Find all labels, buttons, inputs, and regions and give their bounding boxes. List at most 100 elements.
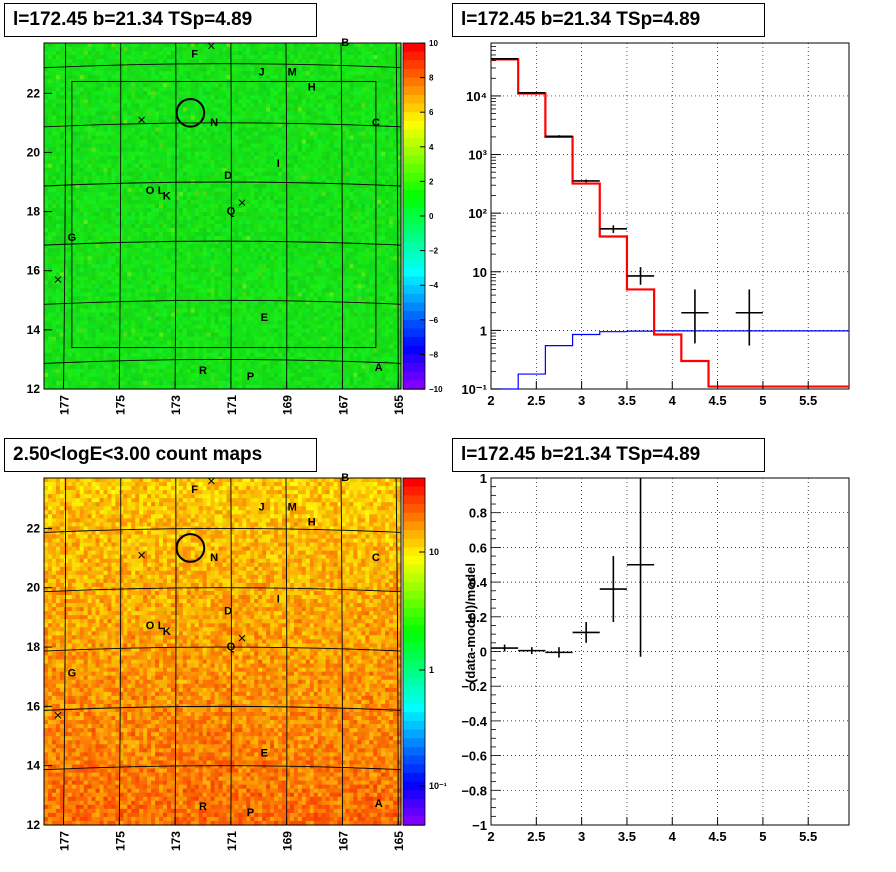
y-tick-label: −0.4 (461, 714, 487, 729)
y-tick-label: 16 (27, 264, 41, 278)
colorbar: 10 1 10⁻¹ (402, 477, 447, 826)
y-tick-label: 20 (27, 145, 41, 159)
source-label: P (247, 807, 254, 819)
map-frame (43, 42, 402, 390)
grid-latitude-line (43, 646, 402, 652)
x-tick-label: 167 (336, 831, 350, 851)
grid-longitude-line (340, 477, 343, 826)
colorbar-tick-label: 4 (429, 143, 434, 152)
y-tick-label: 22 (27, 86, 41, 100)
colorbar-tick-label: 1 (429, 665, 434, 675)
cross-marker (207, 42, 215, 50)
source-label: O (146, 185, 155, 197)
y-tick-label: 1 (480, 471, 487, 486)
y-tick-label: 12 (27, 818, 41, 832)
heatmap-pixels (44, 478, 402, 826)
x-tick-label: 169 (281, 395, 295, 415)
x-tick-label: 169 (281, 831, 295, 851)
spectrum-panel: 2 2.5 3 3.5 4 4.5 5 5.5 10⁻¹ 1 10 10² 10³ 10⁴ (461, 42, 850, 408)
y-tick-label: 18 (27, 205, 41, 219)
grid-latitude-line (43, 122, 402, 128)
x-tick-label: 4 (669, 829, 677, 844)
spectrum-title: l=172.45 b=21.34 TSp=4.89 (452, 3, 765, 37)
grid-latitude-line (43, 299, 402, 305)
colorbar-tick-label: 6 (429, 108, 434, 117)
y-tick-label: 10³ (468, 148, 487, 163)
y-tick-label: 10⁴ (466, 89, 487, 104)
residual-panel: 2 2.5 3 3.5 4 4.5 5 5.5 1 0.8 0.6 0.4 0.2 0 −0.2 −0.4 −0… (461, 471, 850, 844)
grid-latitude-line (43, 527, 402, 533)
grid-latitude-line (43, 240, 402, 246)
colorbar-tick-label: −4 (429, 281, 439, 290)
grid-latitude-line (43, 587, 402, 593)
y-tick-label: 14 (27, 759, 41, 773)
source-label: I (277, 594, 280, 606)
x-tick-label: 5 (759, 829, 766, 844)
x-tick-label: 3 (578, 393, 585, 408)
grid-longitude-line (340, 42, 343, 390)
grid-longitude-line (63, 477, 67, 826)
grid-latitude-line (43, 358, 402, 364)
y-tick-label: 16 (27, 699, 41, 713)
y-tick-label: 10² (468, 206, 487, 221)
source-label: B (341, 37, 349, 49)
source-label: C (372, 552, 380, 564)
grid-longitude-line (285, 42, 288, 390)
source-model-line (491, 330, 849, 390)
colorbar-tick-label: 0 (429, 212, 434, 221)
x-tick-label: 177 (58, 831, 72, 851)
x-tick-label: 2.5 (527, 393, 545, 408)
colorbar-tick-label: 2 (429, 177, 434, 186)
x-tick-label: 4.5 (709, 829, 727, 844)
colorbar-tick-label: 10⁻¹ (429, 781, 447, 791)
x-tick-label: 5.5 (799, 829, 817, 844)
source-label: G (68, 668, 77, 680)
source-label: R (199, 365, 207, 377)
map1-title: l=172.45 b=21.34 TSp=4.89 (4, 3, 317, 37)
heatmap-pixels (44, 43, 402, 390)
x-tick-label: 171 (225, 395, 239, 415)
roi-box (71, 80, 377, 349)
cross-marker (138, 116, 145, 124)
y-tick-label: 10⁻¹ (461, 382, 487, 397)
source-label: A (375, 362, 383, 374)
y-tick-label: −0.6 (461, 749, 487, 764)
x-tick-label: 173 (169, 395, 183, 415)
cross-marker (138, 551, 145, 559)
y-tick-label: 22 (27, 521, 41, 535)
x-tick-label: 165 (392, 831, 406, 851)
source-label: J (258, 502, 264, 514)
source-label: Q (227, 205, 236, 217)
cross-marker (238, 634, 246, 642)
cross-marker (207, 477, 215, 485)
grid-longitude-line (230, 477, 232, 826)
source-label: M (288, 502, 297, 514)
source-label: A (375, 798, 383, 810)
source-label: N (210, 117, 218, 129)
x-tick-label: 165 (392, 395, 406, 415)
source-label: D (224, 605, 232, 617)
source-label: H (308, 516, 316, 528)
source-label: F (191, 484, 198, 496)
source-label: D (224, 170, 232, 182)
y-tick-label: 0.4 (469, 575, 488, 590)
y-tick-label: 0.2 (469, 610, 487, 625)
colorbar-tick-label: −6 (429, 316, 439, 325)
y-tick-label: 0 (480, 645, 487, 660)
source-label: L (158, 185, 165, 197)
x-tick-label: 5 (759, 393, 766, 408)
source-label: P (247, 371, 254, 383)
source-label: C (372, 117, 380, 129)
source-label: K (163, 626, 171, 638)
source-label: E (261, 748, 268, 760)
grid-longitude-line (63, 42, 67, 390)
x-tick-label: 167 (336, 395, 350, 415)
grid-longitude-line (395, 42, 399, 390)
x-tick-label: 173 (169, 831, 183, 851)
source-label: N (210, 552, 218, 564)
grid-latitude-line (43, 705, 402, 711)
source-circle (175, 533, 206, 563)
source-circle (175, 97, 206, 128)
colorbar-tick-label: 8 (429, 74, 434, 83)
